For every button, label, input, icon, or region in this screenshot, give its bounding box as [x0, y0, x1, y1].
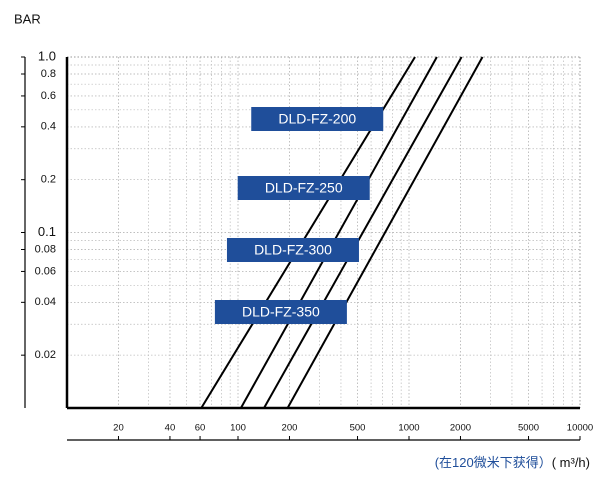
x-tick-label: 1000 [398, 423, 419, 434]
y-tick-label: 0.04 [35, 296, 56, 308]
x-tick-label: 100 [230, 423, 246, 434]
x-tick-label: 20 [113, 423, 124, 434]
x-label-note: (在120微米下获得） [435, 455, 552, 470]
y-tick-label: 0.8 [41, 68, 56, 80]
x-tick-label: 60 [195, 423, 206, 434]
x-tick-label: 5000 [518, 423, 539, 434]
series-label-box [251, 107, 384, 131]
y-tick-label: 0.1 [38, 224, 56, 239]
series-label: DLD-FZ-250 [265, 180, 343, 196]
series-label-box [237, 176, 370, 200]
series-label: DLD-FZ-300 [254, 242, 332, 258]
y-tick-label: 0.6 [41, 90, 56, 102]
series-line [240, 56, 438, 409]
y-tick-label: 0.2 [41, 174, 56, 186]
series-label: DLD-FZ-200 [278, 111, 356, 127]
series-label-box [214, 300, 347, 324]
series-label: DLD-FZ-350 [242, 304, 320, 320]
x-tick-label: 40 [165, 423, 176, 434]
y-tick-label: 1.0 [38, 48, 56, 63]
series-line [263, 56, 463, 409]
x-tick-label: 500 [350, 423, 366, 434]
y-tick-label: 0.02 [35, 349, 56, 361]
y-axis-label: BAR [14, 11, 41, 26]
x-label-unit: ( m³/h) [552, 455, 590, 470]
y-tick-label: 0.06 [35, 265, 56, 277]
y-tick-label: 0.4 [41, 121, 56, 133]
x-tick-label: 2000 [450, 423, 471, 434]
x-axis-label: (在120微米下获得）( m³/h) [435, 455, 590, 470]
series-label-box [226, 238, 359, 262]
y-tick-label: 0.08 [35, 243, 56, 255]
series-line [286, 56, 484, 409]
x-tick-label: 200 [282, 423, 298, 434]
x-tick-label: 10000 [567, 423, 593, 434]
